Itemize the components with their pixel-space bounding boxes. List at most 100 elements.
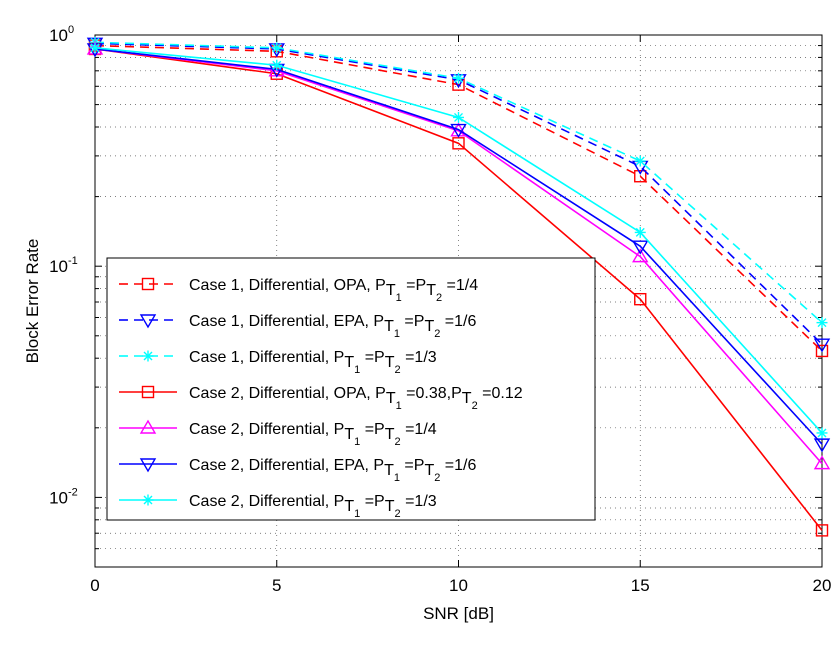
data-point [634, 155, 646, 167]
data-point [816, 427, 828, 439]
legend-label-main: Case 2, Differential, P [189, 421, 344, 438]
legend-entry: Case 2, Differential, PT1 =PT2 =1/4 [119, 419, 437, 448]
legend-sub: T [385, 498, 395, 515]
legend-sub: T [344, 354, 354, 371]
legend-label: Case 1, Differential, OPA, PT1 =PT2 =1/4 [189, 277, 478, 304]
legend-label-mid: =P [400, 457, 424, 474]
legend-subsub: 1 [396, 292, 402, 304]
data-point [634, 292, 647, 306]
legend-entry: Case 1, Differential, EPA, PT1 =PT2 =1/6 [119, 313, 476, 340]
y-tick-label: 10 [49, 26, 68, 45]
legend-entry: Case 2, Differential, EPA, PT1 =PT2 =1/6 [119, 457, 476, 484]
legend-label: Case 2, Differential, EPA, PT1 =PT2 =1/6 [189, 457, 476, 484]
legend-label-mid: =P [360, 421, 384, 438]
legend-sub: T [384, 318, 394, 335]
star-stroke [90, 43, 100, 53]
data-point [813, 455, 831, 470]
legend-marker [142, 350, 154, 362]
data-point [813, 338, 831, 353]
star-stroke [635, 227, 645, 237]
legend-label-mid: =P [360, 349, 384, 366]
star-stroke [143, 351, 153, 361]
legend-subsub: 1 [354, 508, 360, 520]
x-tick-label: 20 [813, 576, 832, 595]
legend-label-main: Case 2, Differential, OPA, P [189, 385, 386, 402]
legend-subsub: 2 [395, 508, 401, 520]
legend-label-mid: =0.38,P [402, 385, 462, 402]
legend-label-main: Case 2, Differential, EPA, P [189, 457, 384, 474]
legend-marker [139, 314, 157, 329]
data-point [634, 226, 646, 238]
legend-label-mid: =P [360, 493, 384, 510]
legend-sub: T [344, 498, 354, 515]
legend-subsub: 2 [395, 364, 401, 376]
legend-entry: Case 2, Differential, PT1 =PT2 =1/3 [119, 493, 437, 520]
x-axis-label: SNR [dB] [423, 604, 494, 623]
star-stroke [817, 318, 827, 328]
legend-subsub: 1 [396, 400, 402, 412]
legend-sub: T [424, 318, 434, 335]
legend-entry: Case 1, Differential, PT1 =PT2 =1/3 [119, 349, 437, 376]
legend-label-main: Case 1, Differential, EPA, P [189, 313, 384, 330]
legend-marker [141, 385, 155, 399]
legend-label-tail: =1/4 [401, 421, 437, 438]
legend-label-main: Case 2, Differential, P [189, 493, 344, 510]
star-stroke [454, 73, 463, 83]
data-point [815, 344, 829, 358]
legend-label: Case 1, Differential, EPA, PT1 =PT2 =1/6 [189, 313, 476, 340]
star-stroke [817, 428, 827, 438]
legend-label: Case 2, Differential, OPA, PT1 =0.38,PT2… [189, 385, 523, 412]
y-tick-label: 10 [49, 488, 68, 507]
legend-subsub: 2 [472, 400, 478, 412]
legend-subsub: 1 [354, 436, 360, 448]
y-tick-exponent: -2 [68, 486, 78, 498]
x-tick-label: 0 [90, 576, 99, 595]
data-point [634, 170, 647, 183]
legend-subsub: 2 [395, 436, 401, 448]
legend-label-tail: =1/6 [440, 457, 476, 474]
data-point [453, 72, 464, 84]
series-7 [89, 42, 828, 439]
legend-label-mid: =P [400, 313, 424, 330]
legend-sub: T [462, 390, 472, 407]
star-stroke [272, 43, 282, 53]
legend-label: Case 2, Differential, PT1 =PT2 =1/4 [189, 421, 437, 448]
data-point [632, 248, 649, 263]
legend-label: Case 2, Differential, PT1 =PT2 =1/3 [189, 493, 437, 520]
x-tick-label: 10 [449, 576, 468, 595]
y-tick-exponent: -1 [68, 255, 78, 267]
legend-subsub: 2 [436, 292, 442, 304]
data-point [816, 317, 828, 329]
legend-entry: Case 1, Differential, OPA, PT1 =PT2 =1/4 [119, 277, 478, 304]
legend-subsub: 1 [394, 328, 400, 340]
legend-sub: T [426, 282, 436, 299]
star-stroke [635, 156, 645, 166]
legend-label: Case 1, Differential, PT1 =PT2 =1/3 [189, 349, 437, 376]
series-line [94, 48, 823, 531]
legend-label-mid: =P [402, 277, 426, 294]
legend-sub: T [344, 426, 354, 443]
legend: Case 1, Differential, OPA, PT1 =PT2 =1/4… [106, 257, 596, 521]
legend-sub: T [384, 462, 394, 479]
legend-label-tail: =1/6 [440, 313, 476, 330]
data-point [271, 59, 283, 71]
legend-label-tail: =1/3 [401, 349, 437, 366]
series-line [94, 48, 823, 465]
data-point [815, 524, 829, 537]
legend-subsub: 1 [354, 364, 360, 376]
series-group [86, 36, 831, 537]
legend-box [106, 257, 596, 521]
legend-sub: T [386, 390, 396, 407]
legend-subsub: 2 [434, 328, 440, 340]
star-stroke [272, 60, 282, 70]
x-tick-label: 5 [272, 576, 281, 595]
legend-entry: Case 2, Differential, OPA, PT1 =0.38,PT2… [119, 385, 523, 412]
star-stroke [143, 495, 153, 505]
legend-label-tail: =1/4 [442, 277, 478, 294]
legend-marker [142, 494, 154, 506]
star-stroke [454, 112, 463, 122]
data-point [89, 42, 101, 54]
y-axis-label: Block Error Rate [23, 239, 42, 364]
